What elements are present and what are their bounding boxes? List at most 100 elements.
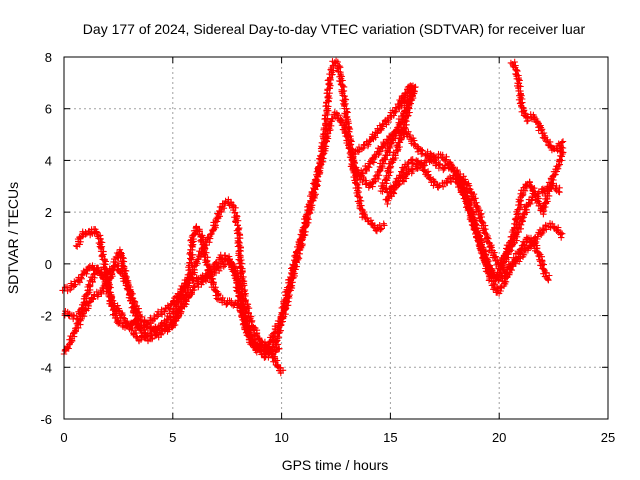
data-point bbox=[137, 336, 145, 343]
data-point bbox=[335, 68, 342, 76]
data-point bbox=[212, 219, 219, 226]
data-point bbox=[61, 347, 69, 355]
data-point bbox=[194, 256, 201, 263]
data-point bbox=[239, 268, 246, 276]
data-point bbox=[179, 284, 187, 291]
data-point bbox=[341, 110, 348, 117]
data-point bbox=[337, 78, 344, 85]
data-point bbox=[232, 218, 239, 225]
data-point bbox=[209, 227, 216, 234]
x-tick-label: 25 bbox=[601, 430, 615, 445]
data-point bbox=[70, 312, 77, 319]
data-point bbox=[72, 242, 80, 249]
data-point bbox=[348, 138, 355, 145]
data-point bbox=[76, 234, 83, 241]
data-point bbox=[334, 65, 342, 72]
y-tick-label: 8 bbox=[45, 50, 52, 65]
data-point bbox=[218, 208, 225, 216]
y-tick-label: -6 bbox=[40, 412, 52, 427]
data-point bbox=[95, 239, 103, 247]
x-axis-label: GPS time / hours bbox=[282, 457, 389, 473]
data-point bbox=[206, 239, 213, 246]
data-point bbox=[367, 221, 375, 228]
data-point bbox=[235, 256, 242, 263]
y-tick-label: 2 bbox=[45, 205, 52, 220]
data-point bbox=[380, 220, 387, 227]
data-point bbox=[210, 283, 217, 291]
data-point bbox=[355, 188, 362, 196]
data-point bbox=[188, 271, 195, 278]
data-point bbox=[223, 301, 230, 308]
data-point bbox=[325, 92, 332, 100]
data-point bbox=[148, 335, 156, 343]
data-point bbox=[344, 116, 351, 123]
x-tick-label: 0 bbox=[60, 430, 67, 445]
data-point bbox=[247, 313, 255, 320]
data-point bbox=[90, 295, 97, 302]
data-point bbox=[220, 200, 228, 208]
data-point bbox=[132, 327, 139, 334]
y-tick-label: -2 bbox=[40, 309, 52, 324]
data-point bbox=[339, 97, 346, 104]
data-point bbox=[115, 307, 122, 314]
data-point bbox=[200, 242, 208, 250]
data-point bbox=[177, 292, 184, 299]
data-point bbox=[114, 302, 121, 309]
data-point bbox=[117, 254, 124, 261]
data-point bbox=[343, 105, 350, 113]
x-tick-label: 5 bbox=[169, 430, 176, 445]
data-point bbox=[329, 71, 336, 78]
data-point bbox=[79, 304, 87, 312]
data-point bbox=[175, 296, 182, 303]
data-point bbox=[120, 314, 127, 321]
y-axis-label: SDTVAR / TECUs bbox=[5, 182, 21, 294]
data-point bbox=[161, 308, 168, 315]
data-point bbox=[236, 251, 243, 259]
data-point bbox=[98, 252, 105, 260]
data-point bbox=[185, 279, 192, 286]
data-point bbox=[274, 363, 282, 370]
data-point bbox=[189, 277, 196, 284]
data-point bbox=[236, 260, 243, 267]
data-point bbox=[200, 244, 207, 251]
data-point bbox=[76, 313, 84, 320]
y-tick-label: 4 bbox=[45, 153, 52, 168]
data-point bbox=[231, 209, 239, 217]
data-point bbox=[186, 259, 193, 266]
data-point bbox=[97, 289, 104, 296]
data-point bbox=[323, 99, 330, 106]
chart-title: Day 177 of 2024, Sidereal Day-to-day VTE… bbox=[83, 21, 586, 37]
data-point bbox=[100, 248, 107, 255]
data-point bbox=[356, 202, 364, 209]
data-point bbox=[324, 86, 331, 93]
data-point bbox=[234, 213, 241, 220]
data-point bbox=[213, 295, 220, 302]
data-point bbox=[211, 222, 218, 230]
data-point bbox=[93, 228, 100, 235]
y-tick-label: 0 bbox=[45, 257, 52, 272]
data-point bbox=[108, 299, 115, 306]
data-point bbox=[234, 243, 242, 250]
data-point bbox=[356, 194, 363, 201]
data-point bbox=[322, 112, 329, 119]
data-point bbox=[71, 330, 78, 337]
data-point bbox=[65, 345, 72, 352]
x-tick-label: 15 bbox=[383, 430, 397, 445]
data-point bbox=[118, 311, 125, 318]
data-point bbox=[186, 275, 193, 282]
data-point bbox=[228, 297, 235, 305]
data-point bbox=[229, 201, 236, 208]
data-point bbox=[191, 263, 198, 270]
data-point bbox=[208, 230, 215, 238]
data-point bbox=[215, 211, 222, 218]
data-point bbox=[198, 248, 205, 255]
data-point bbox=[199, 232, 206, 239]
data-point bbox=[359, 210, 367, 217]
data-point bbox=[197, 237, 204, 244]
data-point bbox=[82, 291, 90, 299]
x-tick-label: 10 bbox=[274, 430, 288, 445]
x-tick-label: 20 bbox=[492, 430, 506, 445]
y-tick-label: 6 bbox=[45, 102, 52, 117]
